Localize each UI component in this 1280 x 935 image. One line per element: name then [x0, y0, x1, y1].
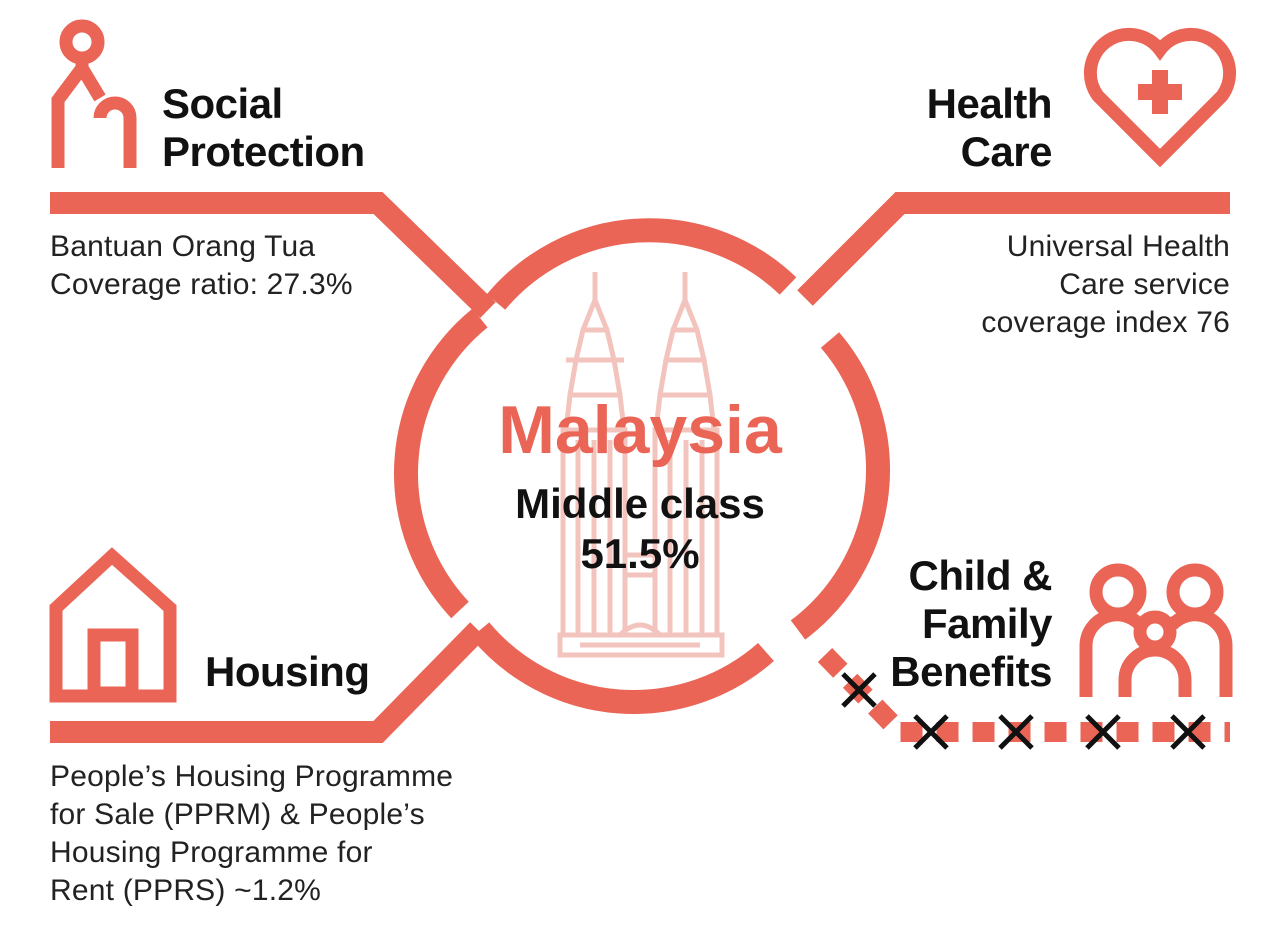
housing-description: People’s Housing Programme for Sale (PPR…: [50, 758, 453, 910]
connector-social-protection: [50, 192, 496, 318]
connector-health-care: [797, 192, 1230, 306]
health-care-desc-line3: coverage index 76: [981, 306, 1230, 339]
health-care-desc-line1: Universal Health: [1006, 230, 1230, 263]
petronas-towers-illustration: [557, 272, 725, 658]
child-family-title-line2: Family: [921, 600, 1053, 647]
connector-child-family-dashed: [817, 648, 1230, 742]
housing-desc-line4: Rent (PPRS) ~1.2%: [50, 874, 322, 907]
health-care-title-line2: Care: [960, 128, 1053, 175]
cross-icon: [998, 714, 1034, 750]
housing-title: Housing: [205, 648, 370, 695]
elderly-person-cane-icon: [51, 19, 137, 168]
heart-plus-icon: [1083, 27, 1237, 168]
social-protection-title-line1: Social: [162, 80, 283, 127]
housing-desc-line1: People’s Housing Programme: [50, 760, 454, 793]
social-protection-desc-line1: Bantuan Orang Tua: [50, 230, 316, 263]
connector-housing: [50, 622, 486, 743]
housing-desc-line3: Housing Programme for: [50, 836, 373, 869]
social-protection-title-line2: Protection: [162, 128, 365, 175]
family-icon: [1079, 563, 1233, 697]
child-family-title-line3: Benefits: [890, 648, 1052, 695]
center-value: 51.5%: [580, 530, 700, 577]
health-care-description: Universal Health Care service coverage i…: [830, 228, 1230, 342]
cross-icon: [1170, 714, 1206, 750]
ring-arc-right: [790, 332, 891, 640]
ring-arc-bottom: [470, 622, 774, 714]
social-protection-title: Social Protection: [162, 80, 365, 176]
health-care-title-line1: Health: [926, 80, 1053, 127]
cross-icon: [1085, 714, 1121, 750]
house-icon: [49, 547, 177, 703]
health-care-title: Health Care: [752, 80, 1053, 176]
housing-desc-line2: for Sale (PPRM) & People’s: [50, 798, 425, 831]
child-family-title: Child & Family Benefits: [752, 552, 1052, 696]
ring-arc-top: [486, 218, 797, 310]
health-care-desc-line2: Care service: [1059, 268, 1230, 301]
child-family-title-line1: Child &: [908, 552, 1053, 599]
social-protection-description: Bantuan Orang Tua Coverage ratio: 27.3%: [50, 228, 353, 304]
center-subtitle: Middle class: [515, 480, 765, 527]
social-protection-desc-line2: Coverage ratio: 27.3%: [50, 268, 353, 301]
cross-icon: [841, 672, 877, 708]
center-country: Malaysia: [498, 392, 782, 468]
cross-icon: [913, 714, 949, 750]
center-ring: [394, 218, 891, 714]
ring-arc-left: [394, 308, 488, 619]
